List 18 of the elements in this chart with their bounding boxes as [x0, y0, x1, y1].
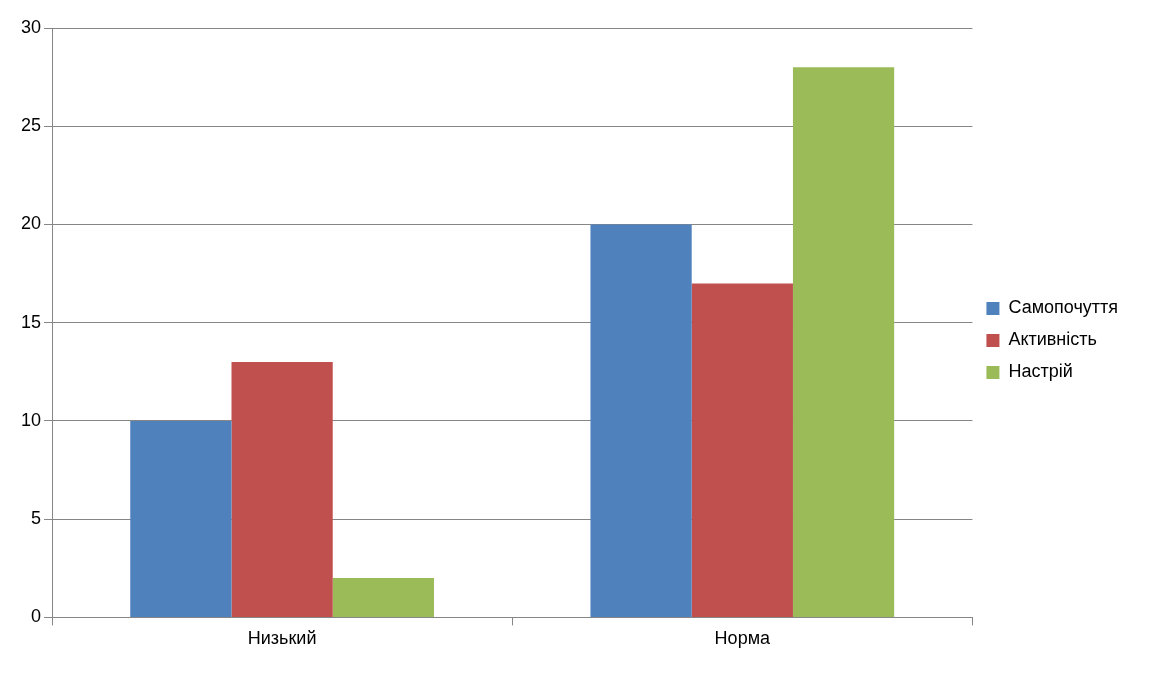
y-tick-label: 0	[31, 606, 42, 627]
bar	[231, 361, 333, 617]
bar	[130, 420, 232, 617]
bar	[792, 67, 895, 617]
y-tick-label: 10	[20, 409, 42, 430]
y-tick-label: 5	[31, 508, 42, 529]
y-tick-label: 15	[20, 311, 42, 332]
bar	[332, 578, 434, 617]
legend-label: Самопочуття	[1008, 297, 1118, 318]
legend-label: Активність	[1008, 329, 1097, 350]
y-tick-label: 30	[20, 16, 42, 37]
x-tick-label: Норма	[714, 628, 772, 649]
x-tick-label: Низький	[247, 628, 317, 649]
bar	[691, 283, 793, 617]
y-tick-label: 25	[20, 115, 42, 136]
legend-label: Настрій	[1008, 361, 1073, 382]
y-tick-label: 20	[20, 213, 42, 234]
bar	[590, 224, 692, 617]
